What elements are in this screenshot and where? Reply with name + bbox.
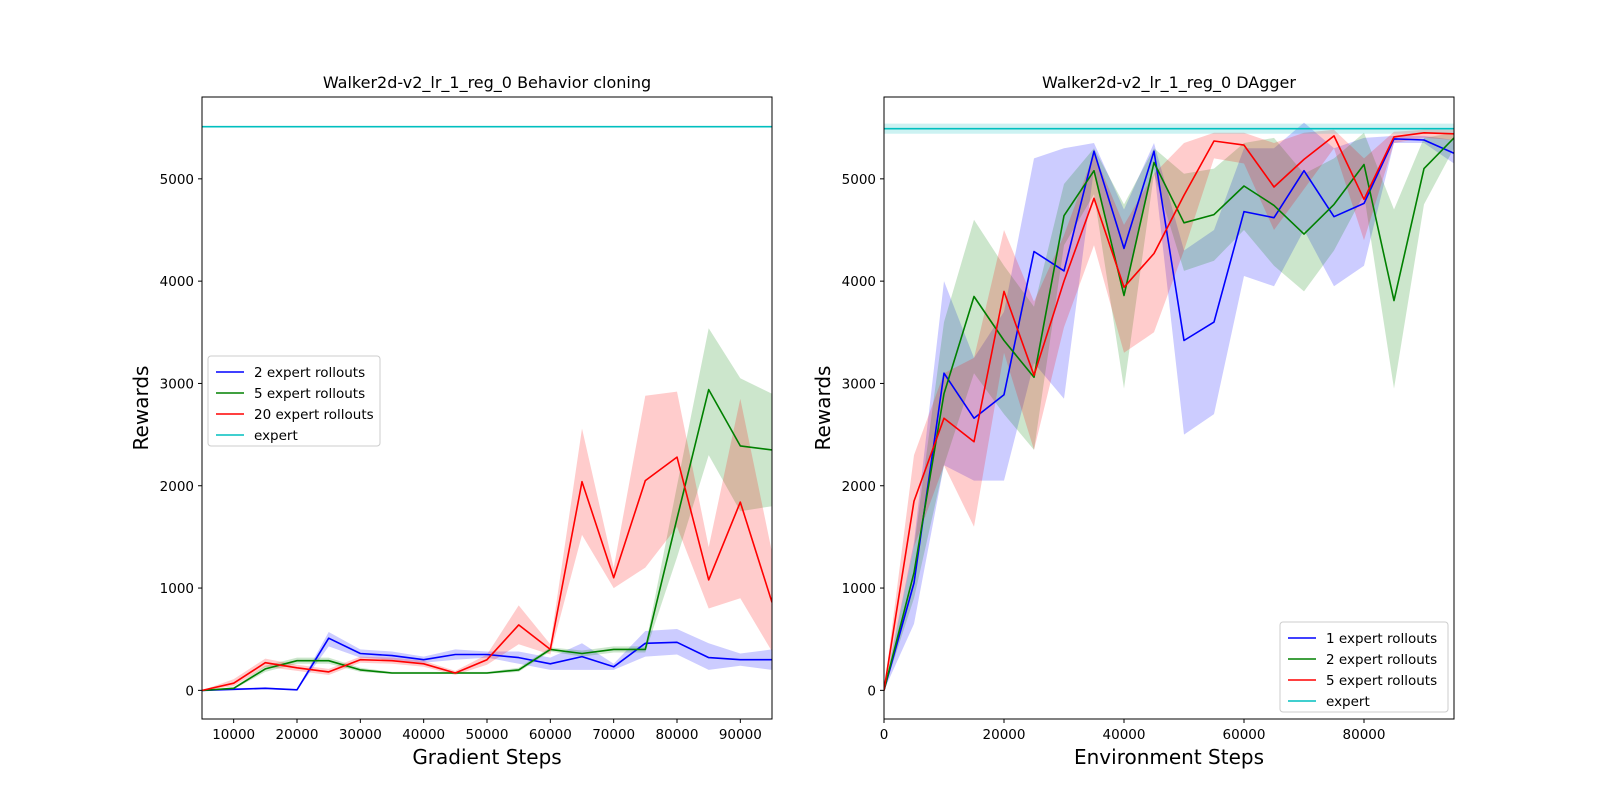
x-axis-label: Environment Steps xyxy=(1074,745,1264,769)
legend-label: expert xyxy=(1326,694,1370,710)
legend-box xyxy=(207,355,381,447)
legend-box xyxy=(1279,621,1449,713)
x-tick-label: 80000 xyxy=(1343,727,1386,743)
5-expert-rollouts-line xyxy=(202,388,772,692)
x-axis-label: Gradient Steps xyxy=(412,745,561,769)
chart-title: Walker2d-v2_lr_1_reg_0 DAgger xyxy=(1042,73,1296,93)
5-expert-rollouts-band xyxy=(202,328,772,691)
y-tick-label: 3000 xyxy=(842,376,876,392)
legend-label: 5 expert rollouts xyxy=(254,386,365,402)
x-tick-label: 50000 xyxy=(466,727,509,743)
behavior-cloning-chart: 10000 20000 30000 40000 50000 60000 70000 80000… xyxy=(129,73,773,769)
chart-title: Walker2d-v2_lr_1_reg_0 Behavior cloning xyxy=(323,73,651,93)
x-tick-label: 20000 xyxy=(276,727,319,743)
20-expert-rollouts-band xyxy=(202,391,772,691)
5-expert-rollouts-line xyxy=(884,132,1454,691)
y-tick-label: 5000 xyxy=(160,172,194,188)
x-tick-label: 80000 xyxy=(656,727,699,743)
2-expert-rollouts-band xyxy=(202,629,772,691)
y-tick-label: 0 xyxy=(867,683,876,699)
y-tick-label: 2000 xyxy=(842,479,876,495)
legend-label: 2 expert rollouts xyxy=(254,365,365,381)
x-tick-label: 10000 xyxy=(212,727,255,743)
y-tick-label: 1000 xyxy=(842,581,876,597)
y-tick-label: 1000 xyxy=(160,581,194,597)
x-tick-label: 40000 xyxy=(1103,727,1146,743)
2-expert-rollouts-line xyxy=(884,137,1454,691)
x-tick-label: 40000 xyxy=(402,727,445,743)
legend: 1 expert rollouts 2 expert rollouts 5 expe… xyxy=(1279,621,1449,713)
y-tick-label: 5000 xyxy=(842,172,876,188)
20-expert-rollouts-line xyxy=(202,456,772,692)
x-tick-label: 20000 xyxy=(983,727,1026,743)
legend-label: 5 expert rollouts xyxy=(1326,673,1437,689)
x-tick-label: 60000 xyxy=(529,727,572,743)
2-expert-rollouts-band xyxy=(884,132,1454,691)
y-tick-label: 2000 xyxy=(160,479,194,495)
x-tick-label: 60000 xyxy=(1223,727,1266,743)
x-tick-label: 30000 xyxy=(339,727,382,743)
y-axis-label: Rewards xyxy=(811,366,835,451)
y-tick-label: 3000 xyxy=(160,376,194,392)
y-tick-label: 0 xyxy=(185,683,194,699)
2-expert-rollouts-line xyxy=(202,637,772,692)
dagger-chart: 0 20000 40000 60000 80000 0 1000 2000 3000 4000 5… xyxy=(811,73,1455,769)
legend: 2 expert rollouts 5 expert rollouts 20 exp… xyxy=(207,355,381,447)
legend-label: 1 expert rollouts xyxy=(1326,631,1437,647)
legend-label: expert xyxy=(254,428,298,444)
1-expert-rollouts-band xyxy=(884,122,1454,691)
legend-label: 2 expert rollouts xyxy=(1326,652,1437,668)
y-tick-label: 4000 xyxy=(842,274,876,290)
y-tick-label: 4000 xyxy=(160,274,194,290)
x-tick-label: 90000 xyxy=(719,727,762,743)
legend-label: 20 expert rollouts xyxy=(254,407,374,423)
y-axis-label: Rewards xyxy=(129,366,153,451)
x-tick-label: 70000 xyxy=(592,727,635,743)
x-tick-label: 0 xyxy=(880,727,889,743)
